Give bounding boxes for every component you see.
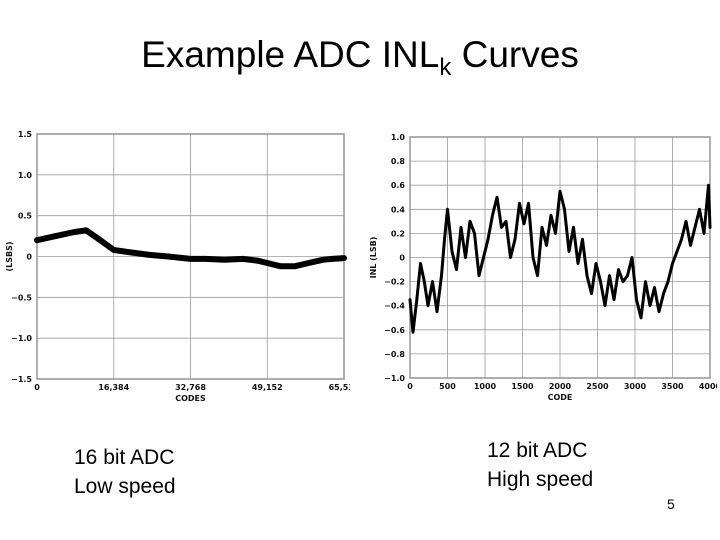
y-tick-label: 0 — [399, 254, 405, 263]
y-tick-label: 1.5 — [18, 130, 33, 139]
slide-title-main: Example ADC INL — [141, 34, 440, 75]
y-tick-label: 0 — [26, 253, 32, 262]
caption-16bit-line1: 16 bit ADC — [74, 446, 175, 469]
y-tick-label: −0.2 — [384, 278, 405, 287]
x-tick-label: 65,536 — [329, 383, 350, 392]
x-tick-label: 32,768 — [175, 383, 206, 392]
caption-12bit-line2: High speed — [487, 468, 594, 491]
caption-16bit: 16 bit ADC Low speed — [74, 443, 176, 501]
caption-16bit-line2: Low speed — [74, 475, 176, 498]
y-tick-label: 0.6 — [391, 181, 406, 190]
y-tick-label: −0.4 — [384, 302, 405, 311]
x-tick-label: 49,152 — [252, 383, 283, 392]
x-tick-label: 3000 — [624, 382, 647, 391]
slide-title-subscript: k — [439, 54, 452, 81]
x-tick-label: 16,384 — [98, 383, 129, 392]
x-axis-label: CODES — [175, 394, 206, 403]
x-tick-label: 500 — [439, 382, 456, 391]
caption-12bit: 12 bit ADC High speed — [487, 436, 593, 494]
gridlines — [409, 136, 711, 379]
x-tick-label: 0 — [34, 383, 40, 392]
y-tick-label: −1.0 — [384, 374, 405, 383]
y-tick-label: −0.6 — [384, 326, 405, 335]
page-number: 5 — [667, 496, 675, 512]
x-tick-label: 4000 — [699, 382, 717, 391]
inl-series-line — [408, 183, 712, 334]
inl-series-line — [34, 227, 347, 270]
x-tick-label: 3500 — [661, 382, 684, 391]
y-tick-label: 0.5 — [18, 212, 33, 221]
y-tick-label: −0.8 — [384, 350, 405, 359]
y-tick-label: 1.0 — [18, 171, 33, 180]
y-tick-label: −1.5 — [11, 375, 32, 384]
y-tick-label: 0.4 — [391, 205, 406, 214]
x-tick-label: 2000 — [549, 382, 572, 391]
y-tick-label: 0.2 — [391, 229, 405, 238]
y-tick-label: 0.8 — [391, 157, 406, 166]
inl-chart-16bit: 0 16,384 32,768 49,152 65,536 1.5 1.0 0.5 0 −0.5 −… — [5, 130, 350, 403]
x-tick-label: 2500 — [586, 382, 609, 391]
y-axis-label: INL (LSB) — [369, 237, 378, 279]
y-tick-label: −0.5 — [11, 293, 32, 302]
y-axis-label: (LSBS) — [5, 241, 14, 271]
y-tick-label: 1.0 — [391, 133, 406, 142]
inl-chart-12bit: 0 500 1000 1500 2000 2500 3000 3500 4000 1.0 0.8 0.… — [369, 133, 717, 402]
y-tick-label: −1.0 — [11, 334, 32, 343]
x-tick-label: 1000 — [474, 382, 497, 391]
slide-title-suffix: Curves — [451, 34, 579, 75]
caption-12bit-line1: 12 bit ADC — [487, 439, 588, 462]
slide-title: Example ADC INLk Curves — [0, 34, 720, 81]
x-tick-label: 0 — [407, 382, 413, 391]
x-axis-label: CODE — [548, 393, 573, 402]
x-tick-label: 1500 — [511, 382, 534, 391]
